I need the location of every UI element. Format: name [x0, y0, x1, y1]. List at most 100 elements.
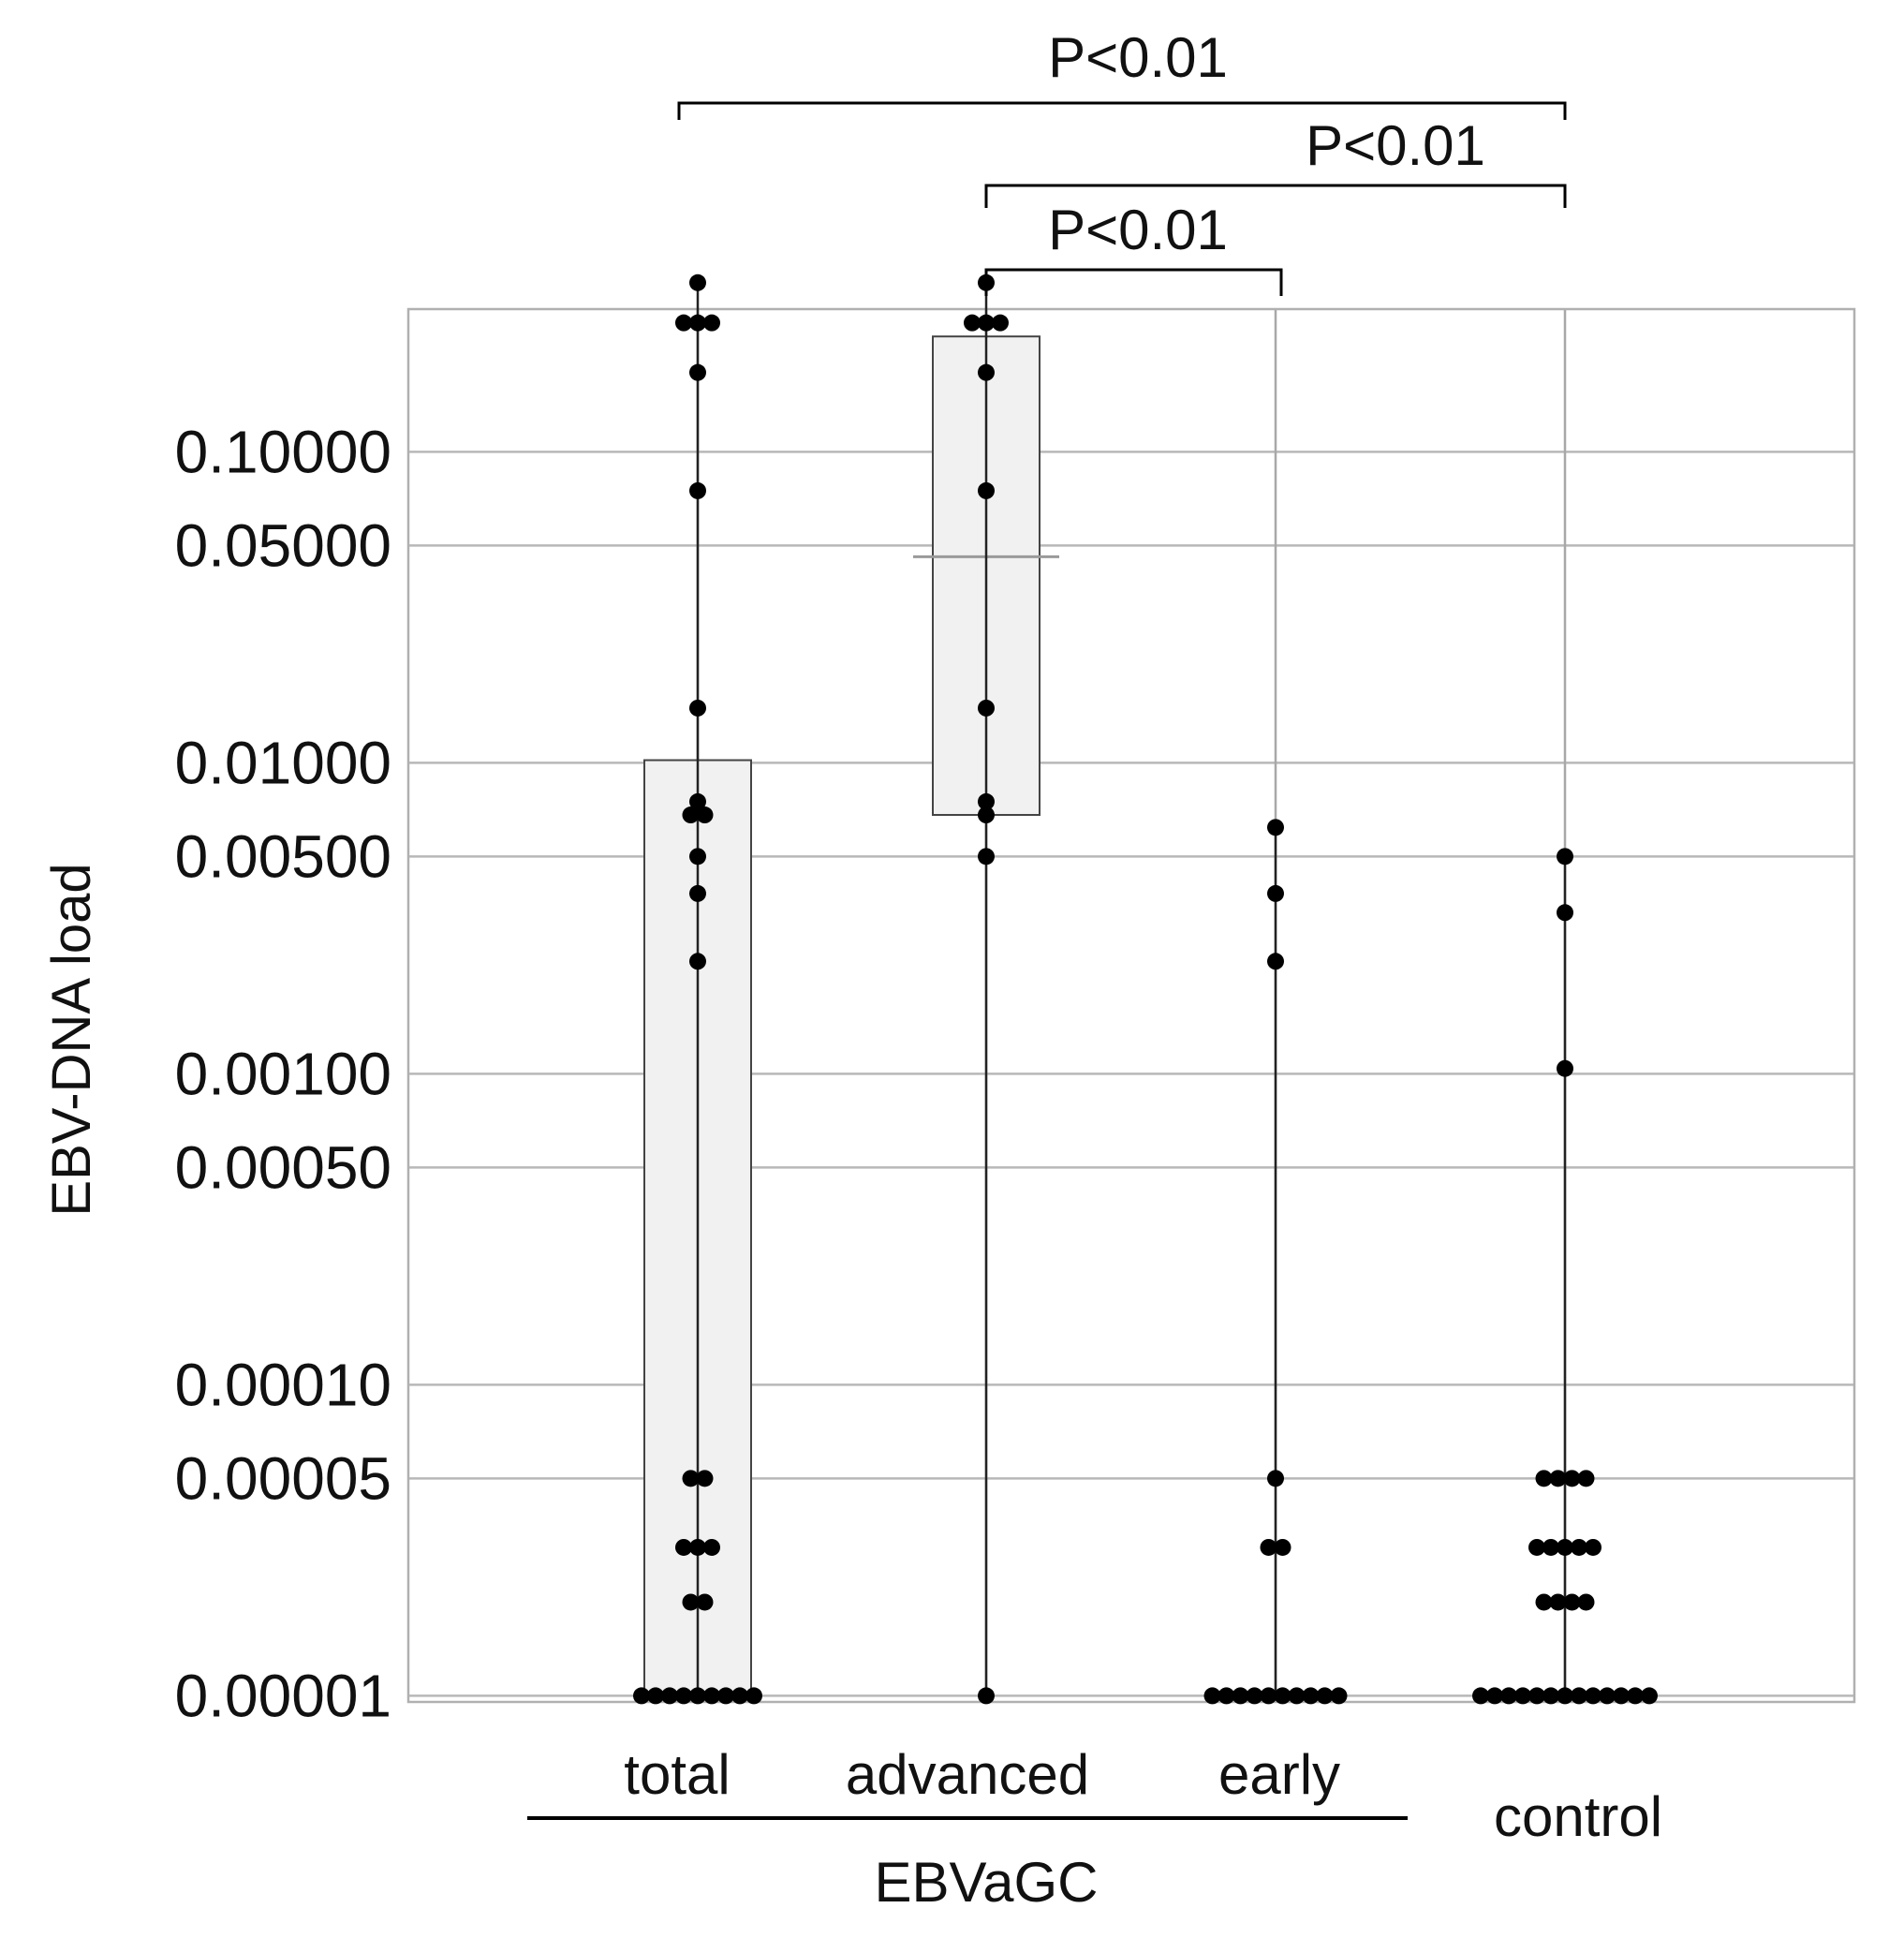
data-point-total	[689, 314, 706, 332]
data-point-advanced	[978, 699, 995, 717]
data-point-total	[689, 363, 706, 381]
data-point-early	[1267, 1470, 1284, 1487]
data-point-total	[689, 848, 706, 865]
data-point-control	[1577, 1593, 1595, 1611]
data-point-control	[1472, 1687, 1489, 1705]
category-label-control: control	[1494, 1785, 1662, 1848]
data-point-early	[1267, 953, 1284, 970]
data-point-control	[1535, 1593, 1553, 1611]
category-label-early: early	[1218, 1743, 1340, 1806]
data-point-total	[661, 1687, 678, 1705]
data-point-advanced	[978, 848, 995, 865]
significance-bracket	[677, 101, 1567, 120]
box-layer	[643, 335, 1059, 1697]
p-value-label: P<0.01	[1048, 199, 1228, 261]
y-tick-label: 0.00005	[175, 1444, 391, 1512]
data-point-total	[633, 1687, 650, 1705]
data-point-control	[1514, 1687, 1531, 1705]
data-point-control	[1577, 1470, 1595, 1487]
data-point-total	[703, 1538, 720, 1556]
data-point-total	[703, 314, 720, 332]
data-point-advanced	[978, 363, 995, 381]
data-point-total	[682, 1470, 700, 1487]
data-point-total	[745, 1687, 762, 1705]
y-tick-label: 0.05000	[175, 511, 391, 579]
data-point-total	[717, 1687, 734, 1705]
data-point-early	[1260, 1538, 1277, 1556]
data-point-control	[1542, 1538, 1559, 1556]
data-point-early	[1267, 884, 1284, 902]
data-point-control	[1571, 1538, 1587, 1556]
p-value-label: P<0.01	[1048, 26, 1228, 89]
data-point-advanced	[978, 806, 995, 824]
data-point-advanced	[964, 314, 981, 332]
data-point-total	[689, 274, 706, 291]
data-point-total	[696, 806, 714, 824]
plot-frame	[406, 307, 1856, 1704]
data-point-total	[689, 792, 706, 810]
data-point-total	[675, 1687, 692, 1705]
data-point-early	[1274, 1687, 1291, 1705]
data-point-early	[1218, 1687, 1235, 1705]
grid-layer	[408, 309, 1854, 1702]
data-point-total	[689, 953, 706, 970]
data-point-total	[682, 1593, 700, 1611]
data-point-control	[1585, 1538, 1601, 1556]
data-point-advanced	[978, 1687, 995, 1705]
data-point-advanced	[978, 792, 995, 810]
data-point-total	[703, 1687, 720, 1705]
data-point-control	[1542, 1687, 1559, 1705]
data-point-advanced	[978, 481, 995, 499]
y-tick-label: 0.00500	[175, 822, 391, 890]
data-point-control	[1500, 1687, 1517, 1705]
data-point-control	[1585, 1687, 1601, 1705]
data-point-early	[1232, 1687, 1249, 1705]
data-point-total	[696, 1593, 714, 1611]
data-point-early	[1260, 1687, 1277, 1705]
data-point-control	[1557, 1538, 1573, 1556]
data-point-early	[1267, 819, 1284, 836]
data-point-early	[1288, 1687, 1306, 1705]
data-point-total	[689, 884, 706, 902]
data-point-control	[1528, 1687, 1545, 1705]
significance-bracket	[984, 268, 1283, 296]
y-tick-label: 0.10000	[175, 418, 391, 485]
data-point-control	[1563, 1470, 1581, 1487]
data-point-advanced	[992, 314, 1009, 332]
data-point-control	[1557, 848, 1573, 865]
data-point-control	[1557, 1059, 1573, 1077]
data-point-total	[647, 1687, 664, 1705]
data-point-early	[1203, 1687, 1221, 1705]
data-point-control	[1627, 1687, 1644, 1705]
y-axis-title: EBV-DNA load	[41, 863, 102, 1216]
y-tick-label: 0.00050	[175, 1133, 391, 1201]
data-point-early	[1330, 1687, 1348, 1705]
data-point-early	[1274, 1538, 1291, 1556]
y-tick-label: 0.01000	[175, 729, 391, 796]
data-point-control	[1535, 1470, 1553, 1487]
category-label-advanced: advanced	[846, 1743, 1089, 1806]
p-value-label: P<0.01	[1306, 114, 1485, 177]
data-point-control	[1613, 1687, 1630, 1705]
data-point-early	[1316, 1687, 1334, 1705]
category-label-total: total	[624, 1743, 730, 1806]
data-point-control	[1549, 1470, 1567, 1487]
data-point-total	[689, 699, 706, 717]
group-label: EBVaGC	[875, 1851, 1099, 1914]
data-point-control	[1571, 1687, 1587, 1705]
y-tick-label: 0.00100	[175, 1040, 391, 1107]
data-point-control	[1486, 1687, 1503, 1705]
y-tick-label: 0.00001	[175, 1662, 391, 1729]
data-point-total	[696, 1470, 714, 1487]
data-point-control	[1528, 1538, 1545, 1556]
data-point-total	[675, 314, 692, 332]
data-point-total	[731, 1687, 748, 1705]
data-point-control	[1557, 904, 1573, 922]
data-point-control	[1549, 1593, 1567, 1611]
data-point-advanced	[978, 314, 995, 332]
data-point-total	[675, 1538, 692, 1556]
y-tick-label: 0.00010	[175, 1351, 391, 1418]
data-point-control	[1563, 1593, 1581, 1611]
data-point-total	[689, 1687, 706, 1705]
data-point-control	[1641, 1687, 1658, 1705]
